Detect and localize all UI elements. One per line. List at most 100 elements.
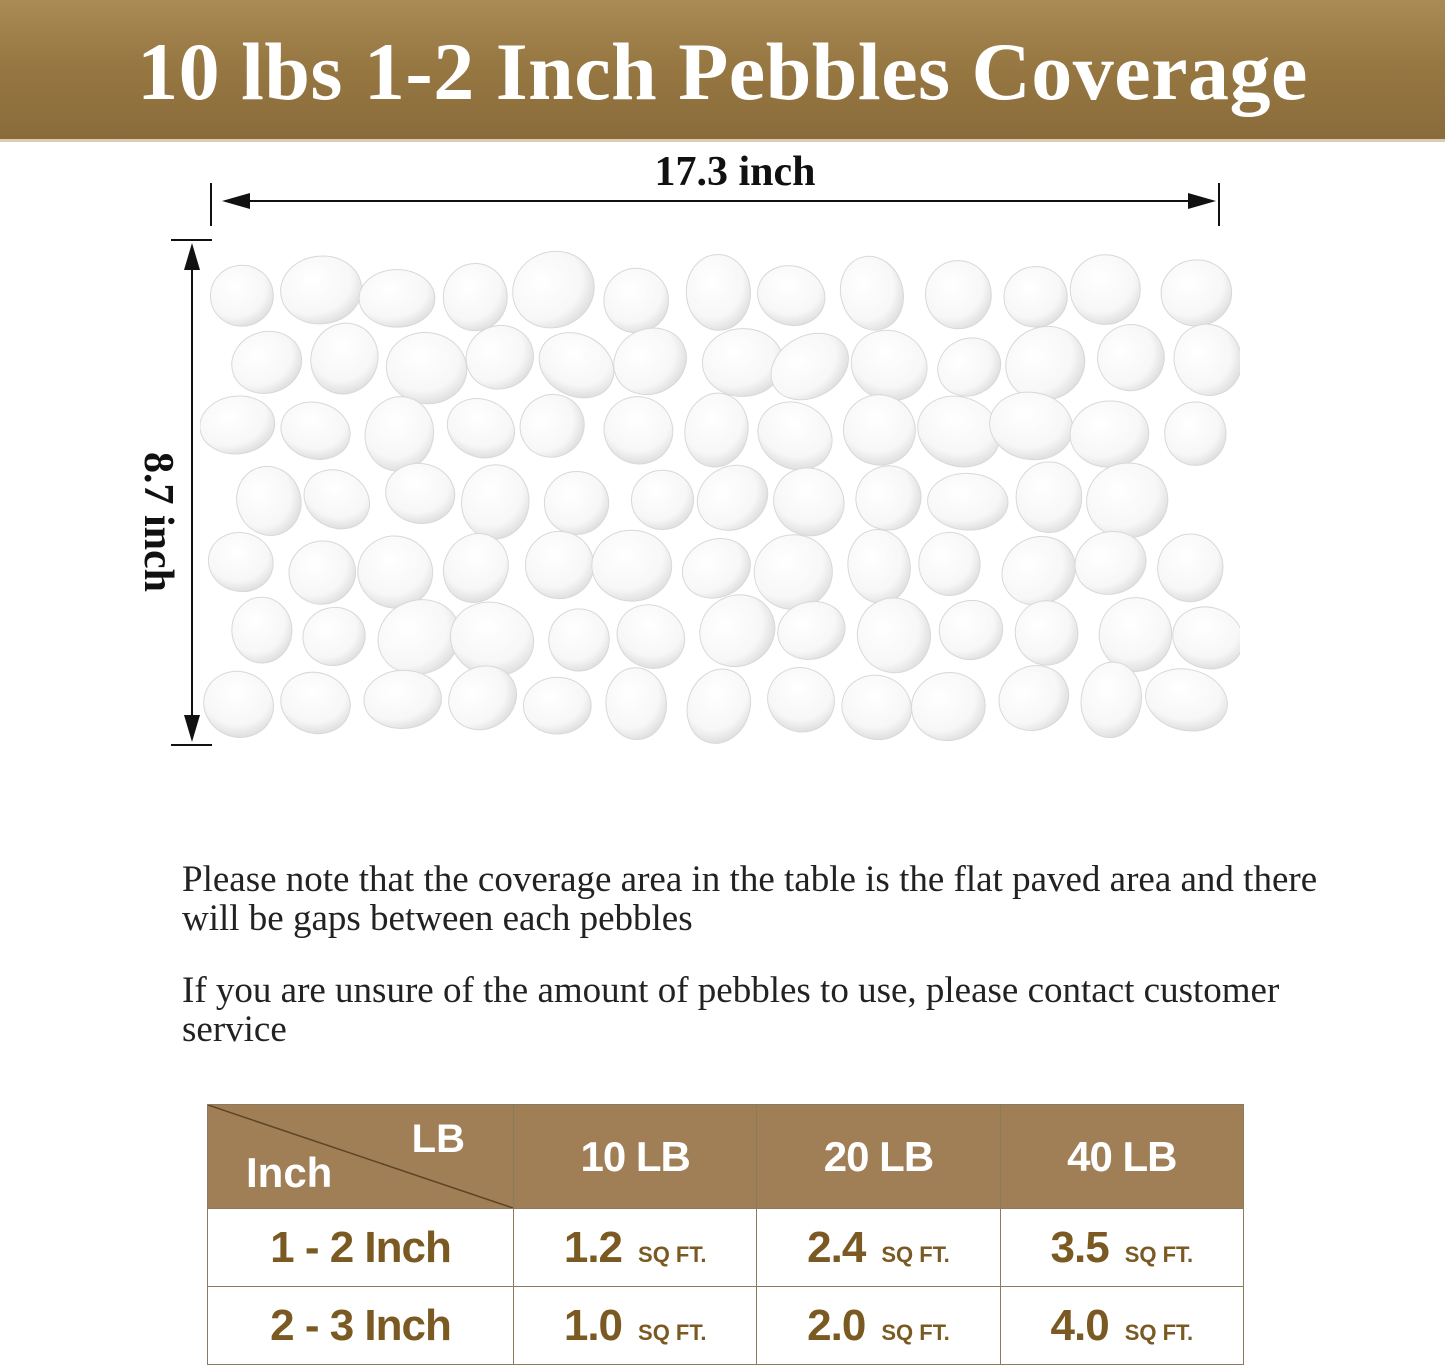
pebble xyxy=(938,599,1004,661)
pebble xyxy=(847,529,911,604)
pebble xyxy=(841,674,912,741)
pebble xyxy=(616,604,686,669)
pebble xyxy=(753,534,833,610)
corner-lb: LB xyxy=(411,1117,465,1161)
pebble xyxy=(525,530,595,600)
pebble xyxy=(209,264,274,327)
pebble xyxy=(1005,326,1086,401)
pebble xyxy=(613,327,687,396)
column-header: 10 LB xyxy=(512,1104,758,1209)
pebble xyxy=(843,394,916,466)
value-cell: 1.0 SQ FT. xyxy=(512,1286,758,1365)
pebble xyxy=(385,462,456,524)
pebble xyxy=(856,597,931,674)
pebble xyxy=(538,332,615,399)
pebble xyxy=(288,540,356,605)
size-cell: 2 - 3 Inch xyxy=(207,1286,514,1365)
note-contact: If you are unsure of the amount of pebbl… xyxy=(182,970,1280,1050)
pebble xyxy=(1097,324,1165,392)
value-cell: 1.2 SQ FT. xyxy=(512,1208,758,1287)
pebble xyxy=(357,535,434,609)
pebble xyxy=(998,665,1070,732)
pebble xyxy=(701,328,784,397)
pebble xyxy=(385,332,468,405)
height-label: 8.7 inch xyxy=(135,451,181,593)
pebble xyxy=(442,533,509,603)
pebble xyxy=(773,467,845,537)
pebble xyxy=(591,529,673,602)
pebble xyxy=(1172,606,1240,670)
pebble xyxy=(203,670,274,738)
pebble xyxy=(512,250,595,329)
coverage-table: LB Inch 10 LB 20 LB 40 LB 1 - 2 Inch 1.2… xyxy=(207,1104,1245,1365)
pebble xyxy=(839,255,904,331)
pebble xyxy=(280,671,351,735)
pebble xyxy=(686,668,752,744)
pebble xyxy=(548,608,610,672)
pebble xyxy=(605,667,667,740)
note-coverage: Please note that the coverage area in th… xyxy=(182,859,1318,939)
pebble xyxy=(303,469,370,530)
pebble xyxy=(231,330,303,394)
pebble xyxy=(1160,259,1233,327)
pebble xyxy=(302,606,366,666)
pebble xyxy=(1157,533,1224,603)
pebble xyxy=(770,332,849,401)
pebble xyxy=(231,596,293,664)
pebble xyxy=(1069,254,1141,325)
pebble xyxy=(519,394,585,458)
pebble xyxy=(1014,600,1079,666)
pebble xyxy=(1074,530,1147,595)
pebble xyxy=(917,395,1001,468)
pebble xyxy=(461,464,530,540)
pebble xyxy=(207,532,274,593)
pebble xyxy=(364,396,435,472)
pebble xyxy=(1086,462,1169,539)
pebble xyxy=(1145,668,1228,732)
pebble xyxy=(1015,461,1083,533)
pebble xyxy=(310,322,379,395)
pebble xyxy=(448,665,517,731)
pebble xyxy=(699,594,776,668)
pebble xyxy=(603,396,674,465)
pebble xyxy=(1080,661,1142,739)
pebble xyxy=(442,262,508,332)
corner-header: LB Inch xyxy=(207,1104,514,1209)
pebble xyxy=(684,392,749,468)
pebble xyxy=(757,401,833,471)
value-cell: 2.0 SQ FT. xyxy=(756,1286,1001,1365)
pebble xyxy=(465,325,534,390)
pebble xyxy=(603,267,669,334)
pebble xyxy=(911,672,986,742)
value-cell: 4.0 SQ FT. xyxy=(999,1286,1245,1365)
pebble xyxy=(446,398,515,459)
pebble xyxy=(236,465,302,536)
pebble xyxy=(918,531,981,596)
pebble xyxy=(937,337,1002,397)
pebble xyxy=(855,465,922,531)
width-label: 17.3 inch xyxy=(654,149,816,195)
pebble xyxy=(777,601,846,660)
pebble xyxy=(200,395,276,455)
dimension-arrows xyxy=(171,183,1220,746)
pebble xyxy=(927,472,1009,531)
table-row: 2 - 3 Inch 1.0 SQ FT. 2.0 SQ FT. 4.0 SQ FT. xyxy=(207,1286,1245,1365)
pebble xyxy=(757,265,826,326)
pebble xyxy=(630,469,695,530)
pebble xyxy=(522,676,592,735)
pebble xyxy=(696,464,769,531)
table-row: 1 - 2 Inch 1.2 SQ FT. 2.4 SQ FT. 3.5 SQ FT. xyxy=(207,1208,1245,1287)
pebble xyxy=(681,538,751,599)
pebble xyxy=(1173,323,1240,396)
pebbles-photo xyxy=(200,250,1240,744)
pebble xyxy=(280,255,363,325)
page-title: 10 lbs 1-2 Inch Pebbles Coverage xyxy=(137,26,1308,117)
pebble xyxy=(1001,536,1076,606)
pebble xyxy=(358,269,436,328)
pebble xyxy=(685,254,751,331)
pebble xyxy=(767,667,835,733)
title-banner: 10 lbs 1-2 Inch Pebbles Coverage xyxy=(0,0,1445,142)
pebble xyxy=(1003,266,1068,328)
value-cell: 2.4 SQ FT. xyxy=(756,1208,1001,1287)
pebble xyxy=(1069,400,1150,468)
